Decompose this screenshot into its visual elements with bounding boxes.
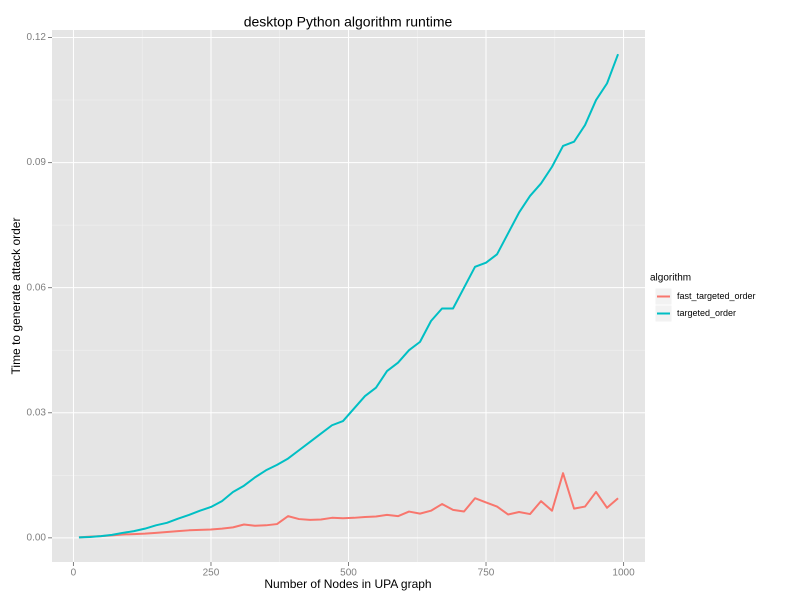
y-tick-label: 0.06: [27, 282, 47, 293]
line: [78, 472, 619, 539]
chart-title: desktop Python algorithm runtime: [244, 14, 453, 30]
x-tick-label: 750: [478, 568, 495, 579]
legend-label: targeted_order: [677, 308, 736, 318]
line: [78, 53, 619, 539]
y-tick-label: 0.00: [27, 532, 47, 543]
x-tick-label: 0: [71, 568, 77, 579]
legend-label: fast_targeted_order: [677, 291, 756, 301]
y-tick-label: 0.09: [27, 157, 47, 168]
x-tick-label: 250: [203, 568, 220, 579]
x-tick-label: 500: [340, 568, 357, 579]
y-tick-label: 0.12: [27, 32, 47, 43]
y-tick-label: 0.03: [27, 407, 47, 418]
legend-title: algorithm: [650, 273, 691, 284]
x-tick-label: 1000: [612, 568, 635, 579]
x-axis-label: Number of Nodes in UPA graph: [264, 577, 431, 591]
y-axis-label: Time to generate attack order: [9, 218, 23, 375]
